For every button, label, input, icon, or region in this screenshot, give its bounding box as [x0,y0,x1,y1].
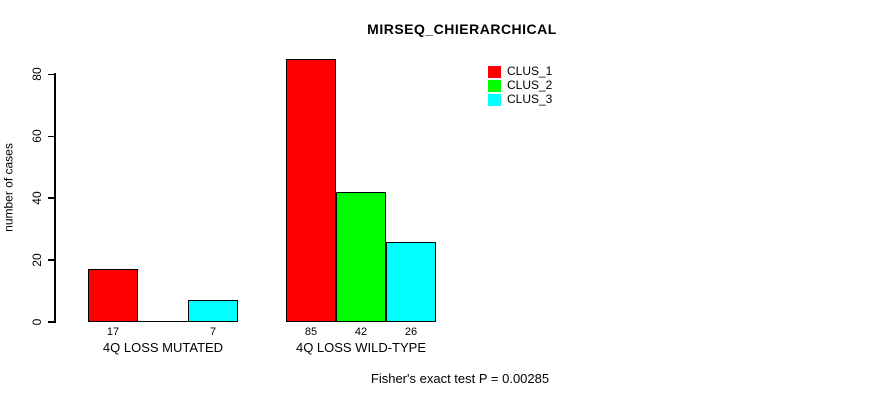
bar-clus_1-group1 [88,269,138,322]
x-category-label-wildtype: 4Q LOSS WILD-TYPE [295,340,427,355]
legend-label-clus3: CLUS_3 [507,92,553,106]
bar-value-label: 7 [209,326,217,338]
y-tick-mark [48,321,55,323]
y-tick-label: 20 [30,253,44,267]
bar-value-label: 85 [304,326,318,338]
legend-swatch-clus1-icon [488,65,501,78]
bar-clus_3-group1 [188,300,238,322]
legend-label-clus1: CLUS_1 [507,64,553,78]
y-tick-mark [48,259,55,261]
x-category-label-mutated: 4Q LOSS MUTATED [102,340,224,355]
y-tick-label: 40 [30,191,44,205]
legend-swatch-clus3-icon [488,93,501,106]
legend-row-clus1: CLUS_1 [488,65,552,78]
bar-value-label: 42 [354,326,368,338]
bar-value-label: 26 [404,326,418,338]
legend-swatch-clus2-icon [488,79,501,92]
y-tick-mark [48,197,55,199]
legend-label-clus2: CLUS_2 [507,78,553,92]
y-tick-label: 60 [30,129,44,144]
bar-clus_2-group2 [336,192,386,322]
y-tick-mark [48,135,55,138]
zero-height-bar-clus_2-group1 [138,320,188,322]
bar-value-label: 17 [106,326,120,338]
y-axis-title: number of cases [1,143,16,232]
legend-row-clus3: CLUS_3 [488,93,552,106]
y-tick-label: 80 [30,67,44,82]
legend-row-clus2: CLUS_2 [488,79,552,92]
legend: CLUS_1 CLUS_2 CLUS_3 [488,65,552,107]
bar-clus_3-group2 [386,241,436,322]
chart-title: MIRSEQ_CHIERARCHICAL [367,21,557,37]
y-tick-label: 0 [30,318,44,326]
bar-clus_1-group2 [286,59,336,322]
caption-fisher-test: Fisher's exact test P = 0.00285 [370,371,550,386]
y-tick-mark [48,73,55,76]
